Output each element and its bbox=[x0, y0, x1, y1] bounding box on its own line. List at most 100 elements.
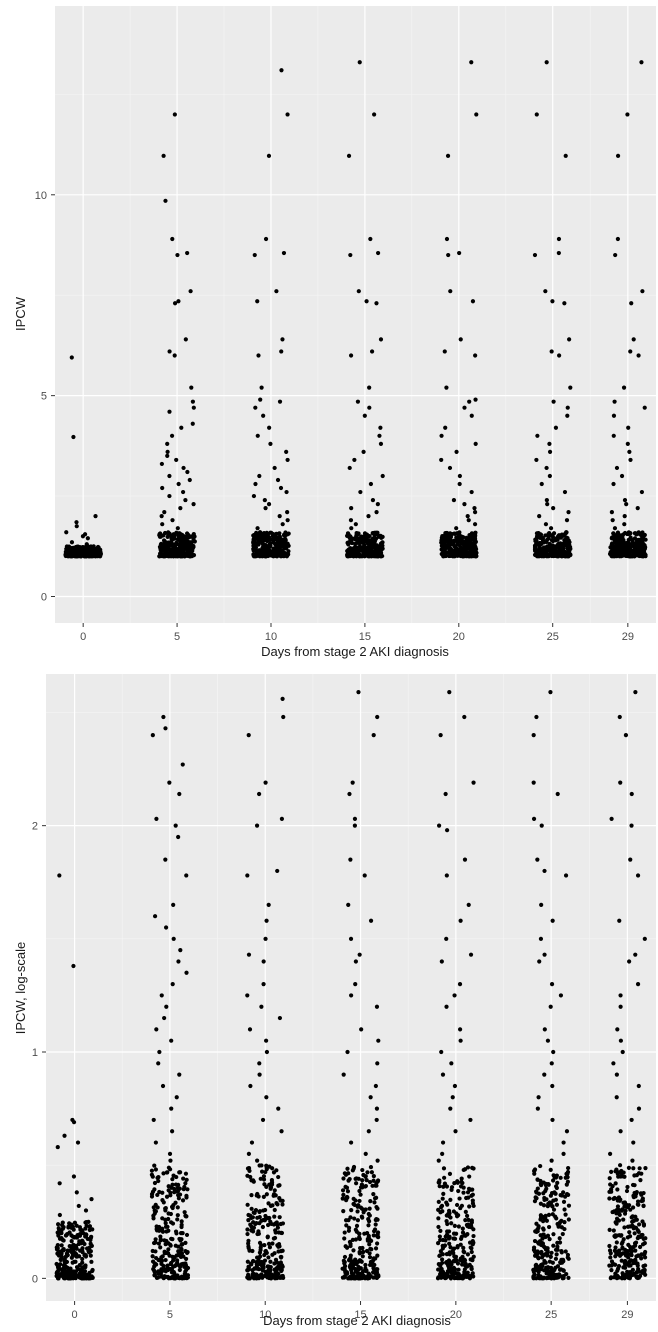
data-point bbox=[633, 1248, 638, 1253]
data-point bbox=[536, 1224, 541, 1229]
data-point bbox=[436, 1262, 441, 1267]
data-point bbox=[352, 550, 357, 556]
data-point bbox=[179, 1222, 184, 1227]
data-point bbox=[533, 543, 538, 548]
data-point bbox=[351, 1248, 356, 1253]
data-point bbox=[71, 434, 76, 440]
data-point bbox=[274, 289, 279, 294]
data-point bbox=[69, 1274, 74, 1280]
data-point bbox=[444, 1004, 449, 1009]
data-point bbox=[643, 1249, 648, 1255]
data-point bbox=[65, 553, 70, 559]
data-point bbox=[613, 1262, 618, 1267]
data-point bbox=[372, 1229, 377, 1234]
data-point bbox=[616, 536, 621, 541]
data-point bbox=[611, 433, 616, 438]
data-point bbox=[156, 1271, 161, 1276]
data-point bbox=[468, 551, 473, 557]
data-point bbox=[267, 425, 272, 430]
data-point bbox=[455, 547, 461, 552]
data-point bbox=[380, 473, 385, 479]
data-point bbox=[456, 1267, 461, 1272]
data-point bbox=[268, 441, 273, 446]
data-point bbox=[352, 1202, 357, 1208]
data-point bbox=[452, 1083, 458, 1089]
data-point bbox=[461, 1190, 466, 1195]
data-point bbox=[560, 1231, 565, 1237]
data-point bbox=[345, 1189, 351, 1194]
data-point bbox=[362, 873, 367, 878]
x-tick-label: 15 bbox=[354, 1309, 366, 1321]
data-point bbox=[347, 791, 352, 797]
data-point bbox=[259, 1218, 264, 1223]
data-point bbox=[551, 549, 556, 554]
data-point bbox=[275, 477, 281, 483]
data-point bbox=[567, 337, 572, 342]
data-point bbox=[87, 1224, 92, 1229]
data-point bbox=[75, 1140, 81, 1145]
data-point bbox=[62, 1133, 67, 1138]
data-point bbox=[160, 1198, 165, 1203]
data-point bbox=[85, 536, 90, 541]
data-point bbox=[615, 236, 620, 242]
data-point bbox=[245, 993, 250, 998]
data-point bbox=[632, 536, 638, 541]
data-point bbox=[626, 531, 631, 536]
data-point bbox=[149, 1192, 155, 1197]
data-point bbox=[165, 553, 171, 558]
data-point bbox=[447, 1274, 452, 1279]
data-point bbox=[465, 1252, 471, 1257]
data-point bbox=[608, 1151, 613, 1156]
data-point bbox=[276, 1106, 281, 1111]
data-point bbox=[556, 236, 562, 242]
data-point bbox=[628, 857, 633, 862]
data-point bbox=[553, 1275, 558, 1280]
data-point bbox=[436, 1158, 441, 1163]
data-point bbox=[167, 409, 172, 414]
data-point bbox=[282, 539, 288, 544]
data-point bbox=[284, 449, 289, 454]
data-point bbox=[249, 1140, 255, 1145]
data-point bbox=[457, 473, 462, 479]
data-point bbox=[55, 1144, 60, 1150]
data-point bbox=[624, 1249, 629, 1254]
data-point bbox=[631, 1166, 636, 1171]
data-point bbox=[472, 543, 477, 548]
data-point bbox=[177, 791, 182, 797]
data-point bbox=[360, 1178, 365, 1183]
data-point bbox=[251, 548, 256, 553]
data-point bbox=[89, 1197, 94, 1202]
data-point bbox=[463, 539, 468, 544]
data-point bbox=[266, 902, 271, 907]
data-point bbox=[372, 1262, 377, 1267]
data-point bbox=[176, 534, 181, 539]
data-point bbox=[623, 1265, 628, 1270]
data-point bbox=[183, 497, 188, 503]
x-tick-label: 10 bbox=[259, 1309, 271, 1321]
data-point bbox=[369, 1238, 374, 1243]
data-point bbox=[352, 823, 357, 828]
data-point bbox=[625, 542, 630, 547]
data-point bbox=[69, 1238, 74, 1244]
y-tick-label: 2 bbox=[32, 821, 38, 833]
data-point bbox=[346, 1228, 352, 1233]
data-point bbox=[190, 548, 195, 553]
data-point bbox=[340, 1188, 346, 1193]
data-point bbox=[462, 857, 468, 862]
data-point bbox=[566, 510, 571, 515]
data-point bbox=[74, 1254, 79, 1259]
data-point bbox=[554, 1184, 559, 1189]
data-point bbox=[276, 1266, 281, 1271]
data-point bbox=[461, 1167, 466, 1173]
data-point bbox=[346, 1258, 352, 1263]
data-point bbox=[176, 1253, 181, 1258]
data-point bbox=[346, 1171, 351, 1176]
plot-panel bbox=[55, 6, 656, 623]
data-point bbox=[617, 1253, 623, 1258]
data-point bbox=[539, 1267, 544, 1272]
data-point bbox=[350, 780, 355, 785]
data-point bbox=[263, 236, 269, 242]
data-point bbox=[378, 337, 384, 342]
data-point bbox=[366, 1211, 371, 1217]
data-point bbox=[342, 1274, 347, 1279]
